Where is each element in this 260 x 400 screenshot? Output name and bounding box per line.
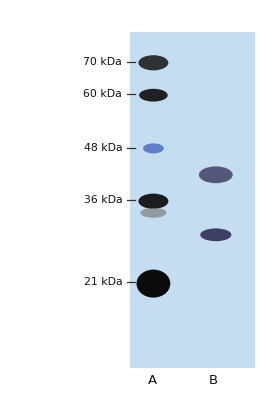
Ellipse shape: [136, 270, 170, 298]
Ellipse shape: [200, 228, 231, 241]
Bar: [130, 32, 255, 368]
Ellipse shape: [140, 208, 166, 218]
Text: A: A: [147, 374, 157, 386]
Ellipse shape: [139, 89, 168, 102]
Text: 48 kDa: 48 kDa: [83, 143, 122, 153]
Ellipse shape: [139, 194, 168, 209]
Ellipse shape: [139, 55, 168, 70]
Ellipse shape: [143, 143, 164, 153]
Ellipse shape: [199, 166, 233, 183]
Text: 70 kDa: 70 kDa: [83, 57, 122, 67]
Text: 60 kDa: 60 kDa: [83, 89, 122, 99]
Text: 21 kDa: 21 kDa: [83, 277, 122, 287]
Text: B: B: [209, 374, 218, 386]
Text: 36 kDa: 36 kDa: [83, 195, 122, 205]
